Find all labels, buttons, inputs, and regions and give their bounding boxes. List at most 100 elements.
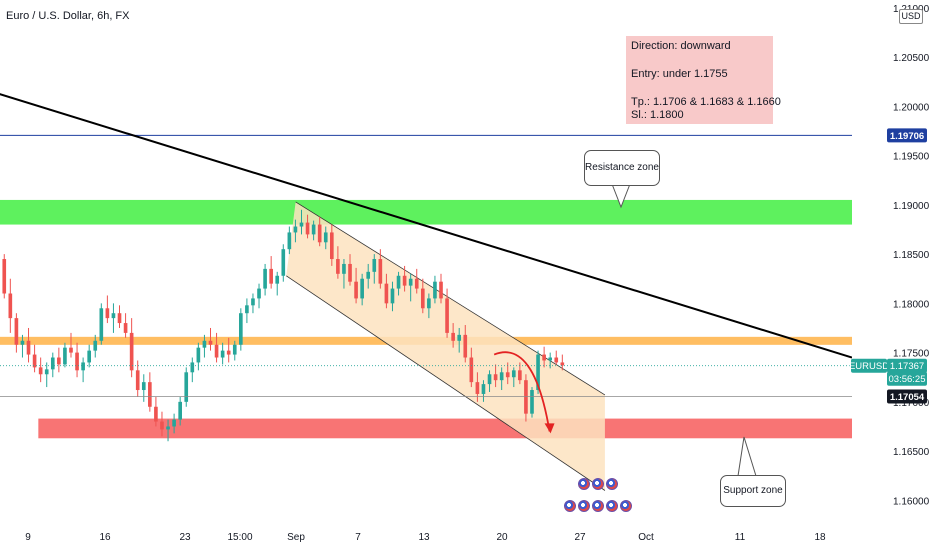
candle-body xyxy=(293,226,298,233)
y-tick-label: 1.19000 xyxy=(893,201,930,212)
candle-body xyxy=(172,419,176,427)
candle-body xyxy=(275,275,280,284)
projection-path xyxy=(493,351,551,432)
resistance-callout-pointer xyxy=(611,183,631,209)
candle-body xyxy=(184,372,189,402)
candle-body xyxy=(8,293,13,319)
trade-note: Direction: downward Entry: under 1.1755 … xyxy=(626,36,781,124)
event-icon[interactable] xyxy=(592,500,604,512)
y-tick-label: 1.17500 xyxy=(893,349,930,360)
y-tick-label: 1.16500 xyxy=(893,447,930,458)
candle-body xyxy=(202,340,207,348)
note-entry: Entry: under 1.1755 xyxy=(631,68,728,80)
candle-body xyxy=(57,357,61,365)
candle-body xyxy=(505,372,510,378)
note-direction: Direction: downward xyxy=(631,40,731,52)
x-tick-label: Oct xyxy=(638,532,654,543)
candle-body xyxy=(463,334,468,358)
y-tick-label: 1.18000 xyxy=(893,299,930,310)
candle-body xyxy=(166,426,170,430)
candle-body xyxy=(390,288,395,304)
candle-body xyxy=(360,278,364,299)
x-tick-label: 27 xyxy=(574,532,586,543)
candle-body xyxy=(257,288,261,299)
event-icon[interactable] xyxy=(592,478,604,490)
candle-body xyxy=(26,340,31,355)
candle-body xyxy=(427,298,431,309)
channel-upper-line xyxy=(295,201,606,396)
candle-body xyxy=(493,374,498,381)
candle-body xyxy=(2,259,7,294)
candle-body xyxy=(281,249,286,276)
x-tick-label: 13 xyxy=(418,532,430,543)
price-label-bg xyxy=(887,128,927,143)
candle-body xyxy=(196,347,201,363)
event-icon[interactable] xyxy=(564,500,576,512)
support-zone xyxy=(38,418,852,439)
candle-body xyxy=(14,318,19,345)
candle-body xyxy=(135,370,140,391)
x-tick-label: 7 xyxy=(355,532,361,543)
y-tick-label: 1.19500 xyxy=(893,152,930,163)
price-label-bg xyxy=(887,389,927,404)
x-tick-label: 23 xyxy=(179,532,191,543)
candle-body xyxy=(518,370,522,381)
candle-body xyxy=(408,278,413,286)
channel-fill xyxy=(286,201,605,491)
candle-body xyxy=(123,323,128,333)
currency-button[interactable]: USD xyxy=(899,9,923,24)
candle-body xyxy=(111,313,116,319)
candle-body xyxy=(329,232,334,260)
price-label: 1.19706 xyxy=(890,131,924,142)
event-icon[interactable] xyxy=(620,500,632,512)
candle-body xyxy=(536,354,540,391)
support-callout: Support zone xyxy=(720,475,786,507)
candle-body xyxy=(354,281,358,299)
candle-body xyxy=(499,372,504,381)
candle-body xyxy=(81,362,85,371)
candle-body xyxy=(69,347,73,353)
candle-body xyxy=(44,369,49,375)
note-sl: Sl.: 1.1800 xyxy=(631,109,684,121)
x-tick-label: Sep xyxy=(287,532,305,543)
price-label: 1.17367 xyxy=(890,361,924,372)
x-tick-label: 20 xyxy=(496,532,508,543)
candle-body xyxy=(226,350,231,355)
price-label-bg xyxy=(851,358,887,373)
candle-body xyxy=(32,354,37,368)
candle-body xyxy=(396,275,401,289)
candle-body xyxy=(75,352,79,371)
candle-body xyxy=(178,401,182,420)
candle-body xyxy=(548,357,553,361)
candle-body xyxy=(299,222,304,227)
support-callout-pointer xyxy=(737,436,757,477)
candle-body xyxy=(366,271,371,279)
candle-body xyxy=(190,362,195,373)
candle-body xyxy=(269,268,273,284)
candle-body xyxy=(414,278,419,289)
resistance-zone xyxy=(0,199,852,225)
candle-body xyxy=(323,232,328,243)
event-icon[interactable] xyxy=(578,500,590,512)
candle-body xyxy=(87,350,92,363)
candle-body xyxy=(451,332,455,341)
event-icon[interactable] xyxy=(606,478,618,490)
candle-body xyxy=(232,344,237,355)
candle-body xyxy=(378,259,383,284)
candle-body xyxy=(160,421,164,430)
candle-body xyxy=(560,362,565,366)
candle-body xyxy=(439,281,443,299)
candle-body xyxy=(214,344,219,358)
price-label: 03:56:25 xyxy=(889,374,926,385)
event-icon[interactable] xyxy=(578,478,590,490)
x-tick-label: 16 xyxy=(99,532,111,543)
candle-body xyxy=(342,263,346,274)
y-tick-label: 1.18500 xyxy=(893,250,930,261)
candle-body xyxy=(129,332,134,371)
candle-body xyxy=(245,305,249,314)
channel-lower-line xyxy=(286,275,606,491)
event-icon[interactable] xyxy=(606,500,618,512)
candle-body xyxy=(251,298,255,306)
